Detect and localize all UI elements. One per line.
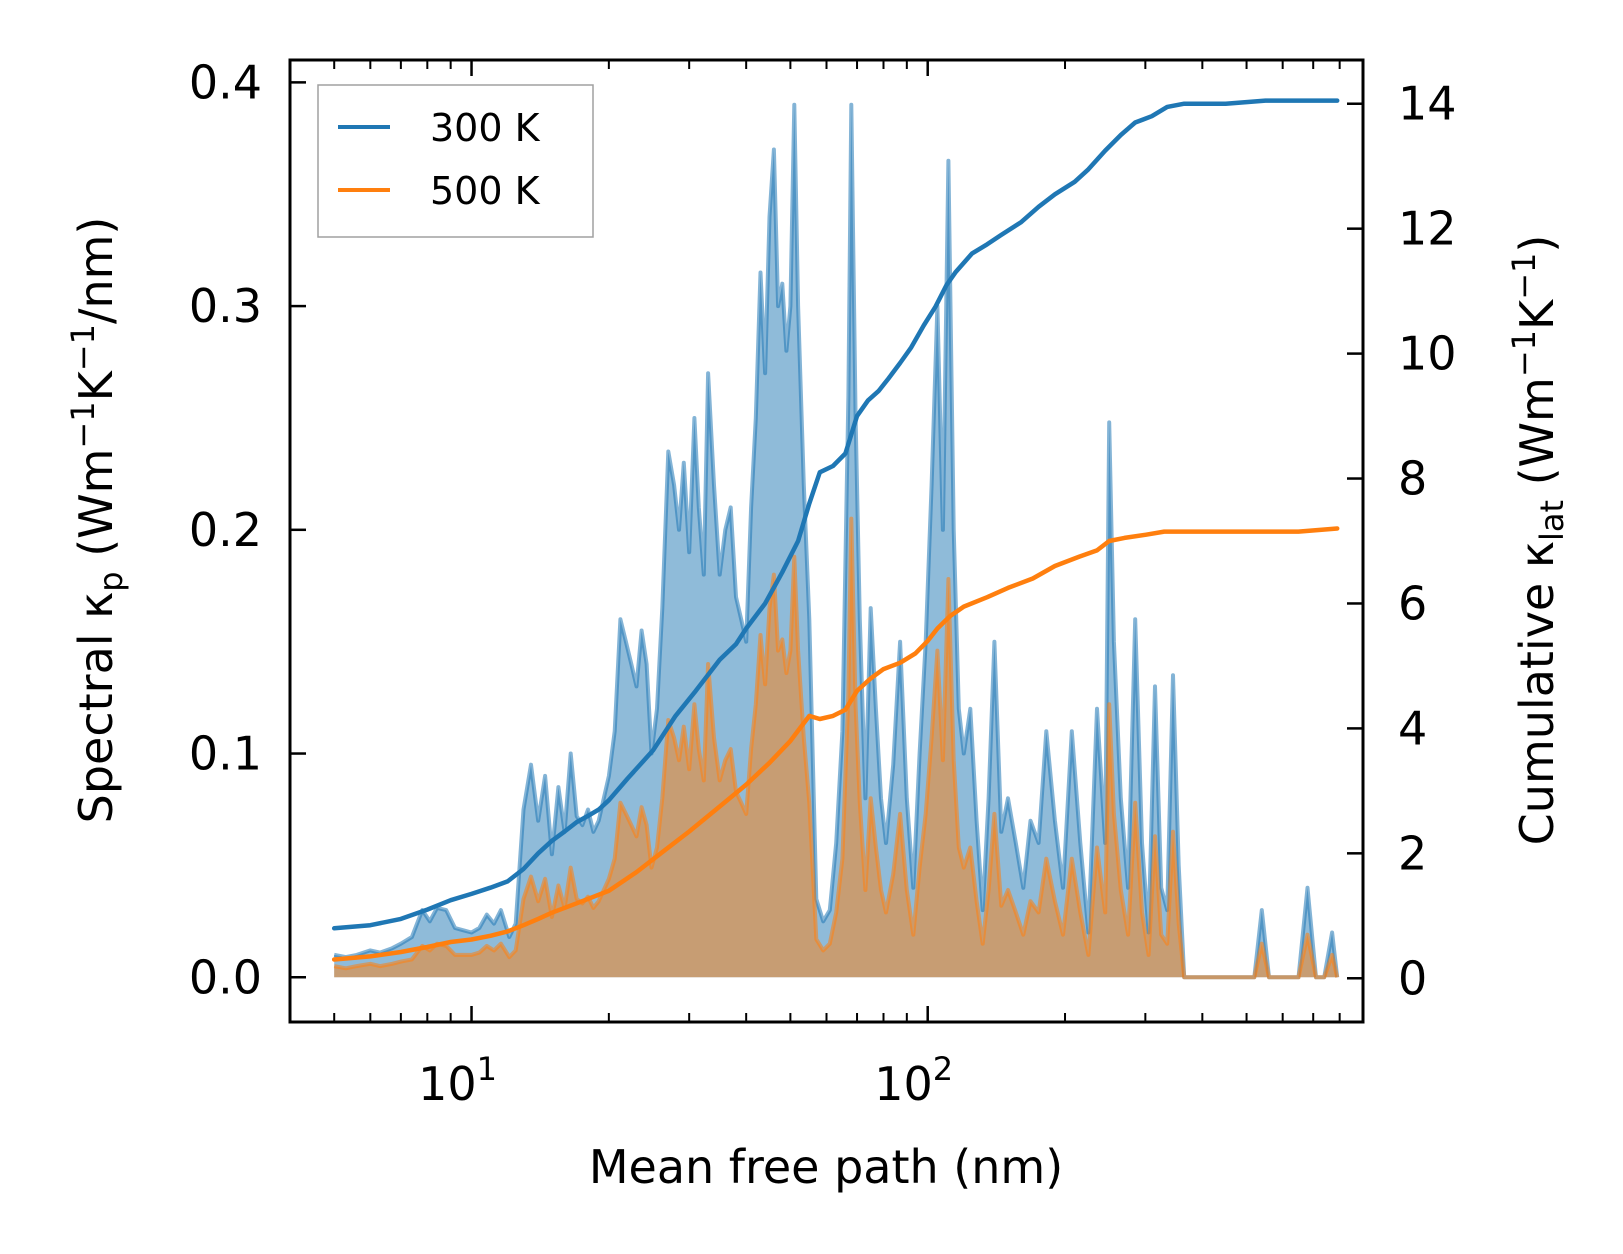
legend: 300 K 500 K [317, 84, 594, 238]
left-tick-label: 0.4 [189, 55, 262, 109]
right-tick-label: 6 [1398, 576, 1427, 630]
left-title-sup-1: −1 [64, 401, 102, 448]
left-title-units-3: /nm) [69, 217, 123, 324]
right-title-units-2: K [1510, 298, 1564, 330]
right-tick-label: 14 [1398, 77, 1457, 131]
left-tick-label: 0.3 [189, 279, 262, 333]
cumulative-line-1 [331, 526, 1340, 962]
left-title-units-2: K [69, 369, 123, 401]
right-axis-ticks: 0 2 4 6 8 10 12 14 [1347, 77, 1457, 1005]
right-tick-label: 12 [1398, 202, 1457, 256]
left-title-prefix: Spectral κ [69, 592, 123, 824]
right-tick-label: 10 [1398, 327, 1457, 381]
left-tick-label: 0.0 [189, 950, 262, 1004]
left-title-units-1: (Wm [69, 449, 123, 572]
spectral-outline-1 [333, 516, 1340, 980]
x-tick-label: 101 [418, 1050, 497, 1111]
x-tick-label-exponent: 2 [933, 1050, 953, 1088]
right-title-prefix: Cumulative κ [1510, 541, 1564, 845]
right-tick-label: 8 [1398, 452, 1427, 506]
left-title-sup-2: −1 [64, 324, 102, 371]
right-axis-title: Cumulative κlat (Wm−1K−1) [1505, 235, 1571, 846]
right-tick-label: 4 [1398, 701, 1427, 755]
x-tick-label-base: 10 [874, 1057, 933, 1111]
x-axis-ticks: 101 102 [289, 60, 1364, 1111]
left-tick-label: 0.2 [189, 503, 262, 557]
spectral-outline-0 [333, 102, 1340, 980]
legend-label-500k: 500 K [430, 169, 541, 213]
right-tick-label: 0 [1398, 951, 1427, 1005]
x-tick-label-exponent: 1 [477, 1050, 497, 1088]
x-tick-label: 102 [874, 1050, 953, 1111]
legend-label-300k: 300 K [430, 106, 541, 150]
right-title-units-3: ) [1510, 235, 1564, 253]
x-axis-title: Mean free path (nm) [589, 1140, 1063, 1194]
right-title-sub: lat [1533, 500, 1571, 541]
right-tick-label: 2 [1398, 826, 1427, 880]
right-title-units-1: (Wm [1510, 377, 1564, 500]
legend-box [317, 84, 594, 238]
x-tick-label-base: 10 [418, 1057, 477, 1111]
right-title-sup-1: −1 [1505, 330, 1543, 377]
left-title-sub: p [92, 571, 130, 591]
right-title-sup-2: −1 [1505, 253, 1543, 300]
left-axis-title: Spectral κp (Wm−1K−1/nm) [64, 217, 130, 824]
left-tick-label: 0.1 [189, 727, 262, 781]
cumulative-line-0 [331, 98, 1340, 931]
left-axis-ticks: 0.0 0.1 0.2 0.3 0.4 [189, 55, 306, 1004]
series-layer [331, 98, 1340, 980]
